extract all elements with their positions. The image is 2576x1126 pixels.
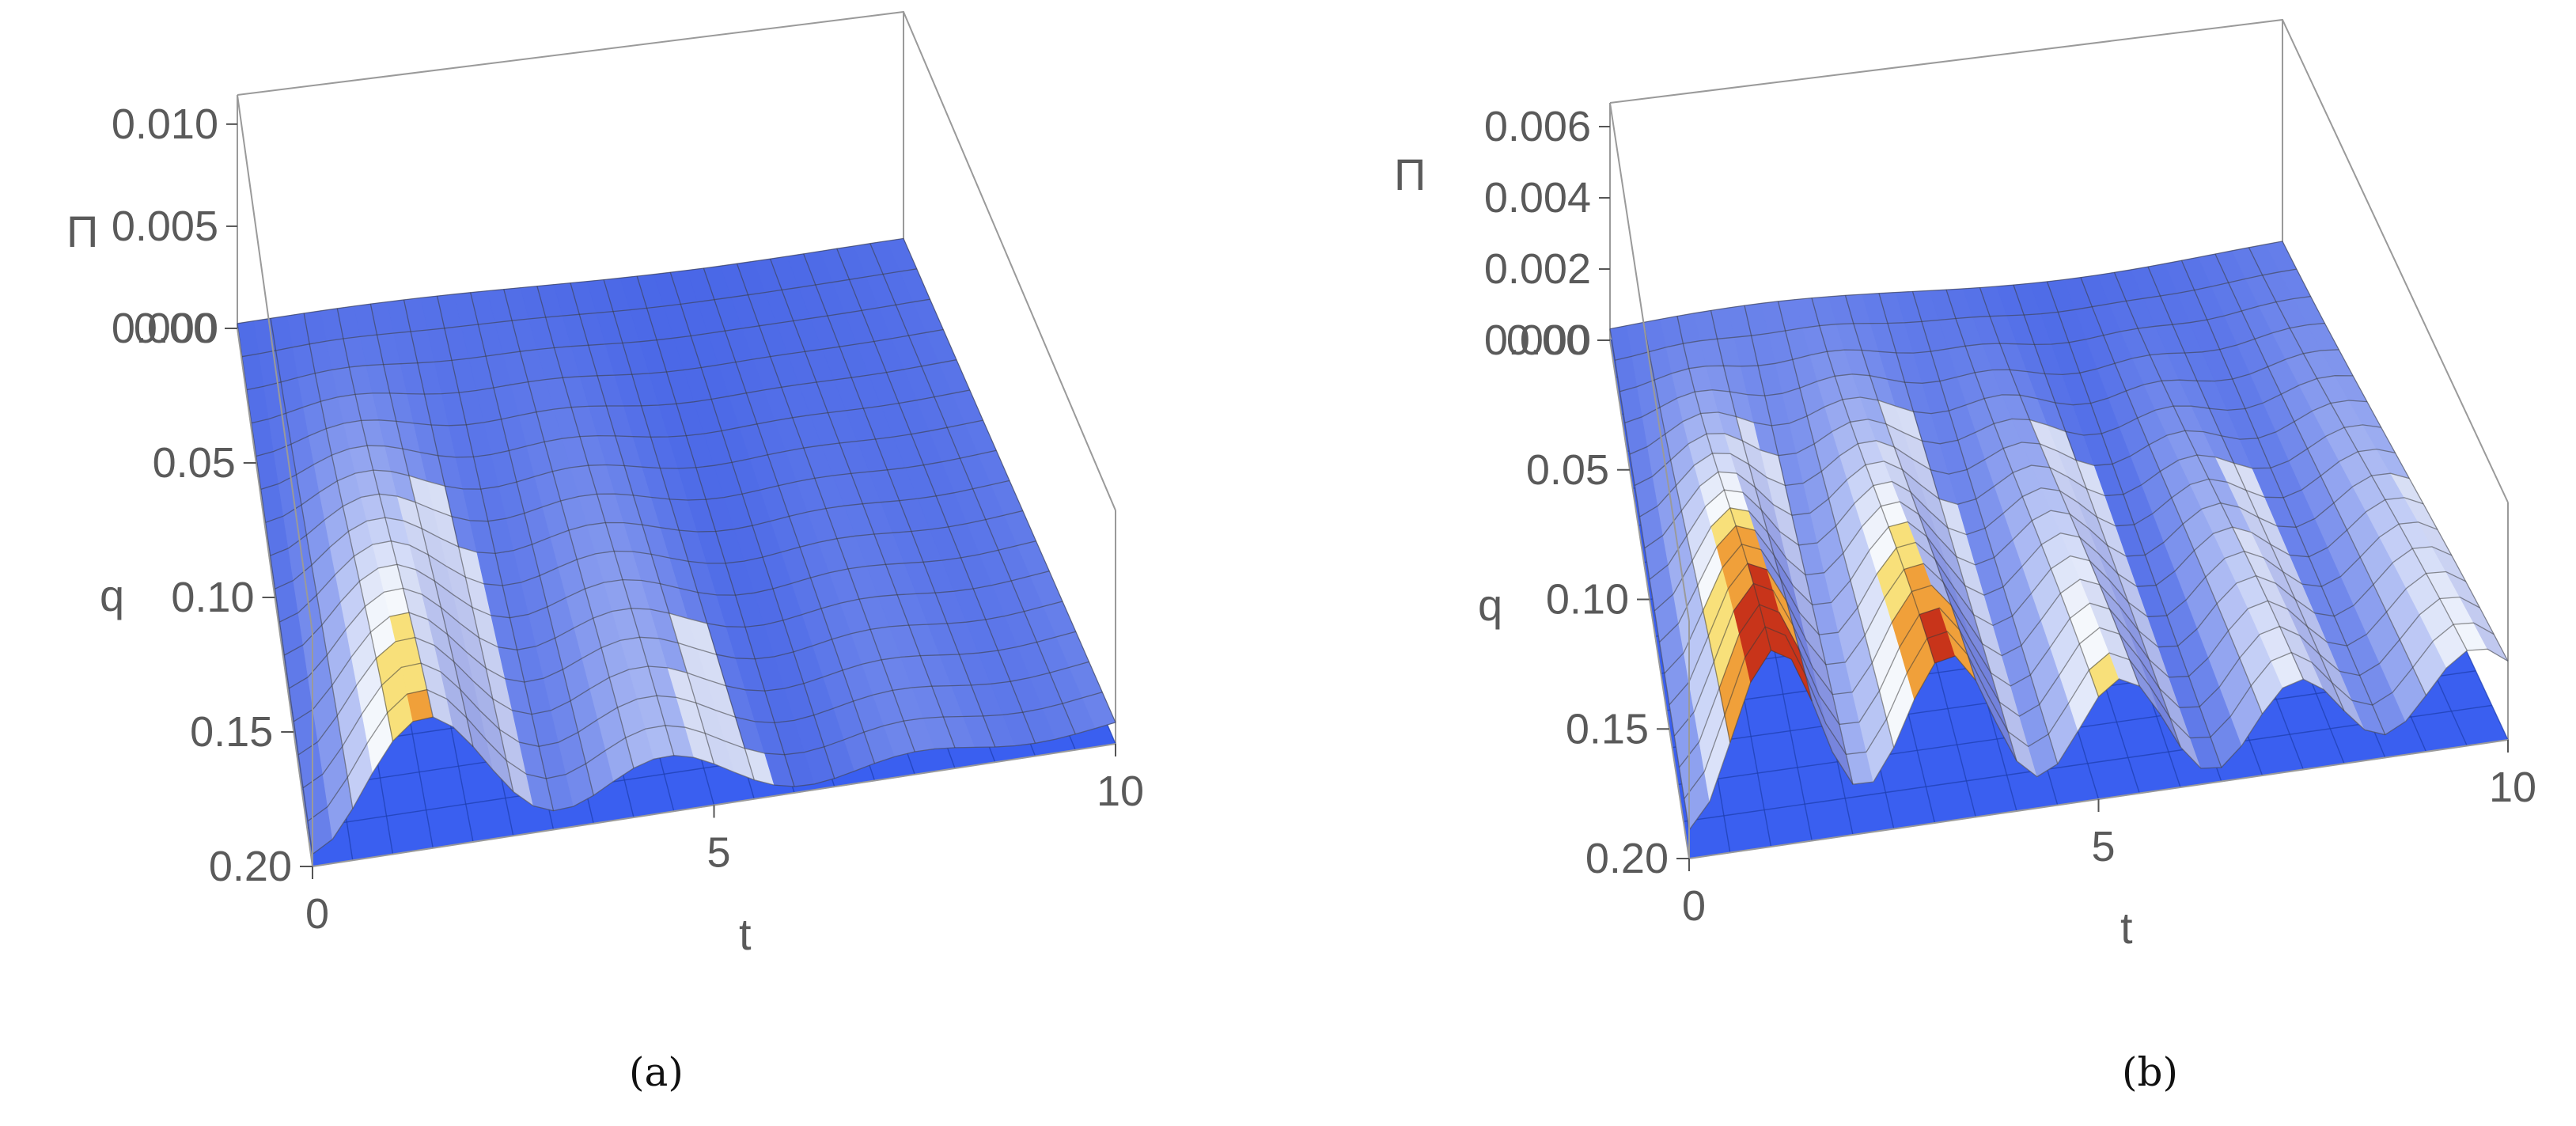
z-tick-label: 0.005 bbox=[112, 203, 218, 250]
q-tick-label: 0.05 bbox=[153, 439, 236, 487]
z-tick-label: 0.004 bbox=[1484, 174, 1591, 222]
q-axis-label-b: q bbox=[1478, 580, 1502, 630]
surface-mesh-b bbox=[1609, 241, 2509, 831]
q-tick-label: 0.10 bbox=[1546, 576, 1629, 624]
z-tick-label: 0.006 bbox=[1484, 103, 1591, 150]
caption-b: (b) bbox=[2122, 1049, 2178, 1095]
t-axis-ticks-a: 0 5 10 bbox=[305, 744, 1144, 938]
z-tick-label: 0.002 bbox=[1484, 245, 1591, 293]
surface-mesh-a bbox=[237, 237, 1116, 855]
t-axis-ticks-b: 0 5 10 bbox=[1682, 740, 2536, 930]
z-axis-ticks-b: 0.000 0.002 0.004 0.006 bbox=[1484, 103, 1610, 364]
z-axis-label-b: Π bbox=[1394, 150, 1426, 199]
z-tick-label: 0.000 bbox=[1484, 317, 1591, 364]
q-tick-label: 0.15 bbox=[190, 708, 273, 756]
q-tick-label: 0.00 bbox=[1506, 317, 1589, 364]
t-tick-label: 10 bbox=[2489, 764, 2536, 811]
q-tick-label: 0.20 bbox=[209, 843, 292, 890]
surface-plot-b: 0.000 0.002 0.004 0.006 0.00 0.05 0.10 0.15 0.2… bbox=[1394, 18, 2536, 1095]
t-tick-label: 0 bbox=[1682, 882, 1706, 930]
t-axis-label-b: t bbox=[2120, 903, 2133, 953]
q-axis-ticks-a: 0.00 0.05 0.10 0.15 0.20 bbox=[134, 305, 313, 890]
z-tick-label: 0.000 bbox=[112, 305, 218, 352]
plot-box-a bbox=[237, 10, 1116, 744]
t-axis-label-a: t bbox=[739, 909, 752, 959]
plot-box-b bbox=[1609, 18, 2509, 740]
q-axis-label-a: q bbox=[100, 571, 124, 620]
z-tick-label: 0.010 bbox=[112, 100, 218, 148]
q-tick-label: 0.05 bbox=[1526, 446, 1609, 494]
q-tick-label: 0.20 bbox=[1585, 835, 1669, 882]
q-tick-label: 0.10 bbox=[171, 574, 254, 621]
t-tick-label: 0 bbox=[305, 890, 329, 938]
t-tick-label: 5 bbox=[2091, 823, 2115, 870]
caption-a: (a) bbox=[629, 1049, 684, 1095]
z-axis-label-a: Π bbox=[66, 207, 98, 256]
t-tick-label: 5 bbox=[707, 829, 730, 877]
z-axis-ticks-a: 0.000 0.005 0.010 bbox=[112, 100, 237, 352]
surface-plot-a: 0.000 0.005 0.010 0.00 0.05 0.10 0.15 0.20 0 5 1… bbox=[66, 10, 1144, 1095]
t-tick-label: 10 bbox=[1097, 768, 1144, 815]
q-tick-label: 0.15 bbox=[1566, 705, 1649, 753]
q-tick-label: 0.00 bbox=[134, 305, 217, 352]
q-axis-ticks-b: 0.00 0.05 0.10 0.15 0.20 bbox=[1506, 317, 1689, 882]
